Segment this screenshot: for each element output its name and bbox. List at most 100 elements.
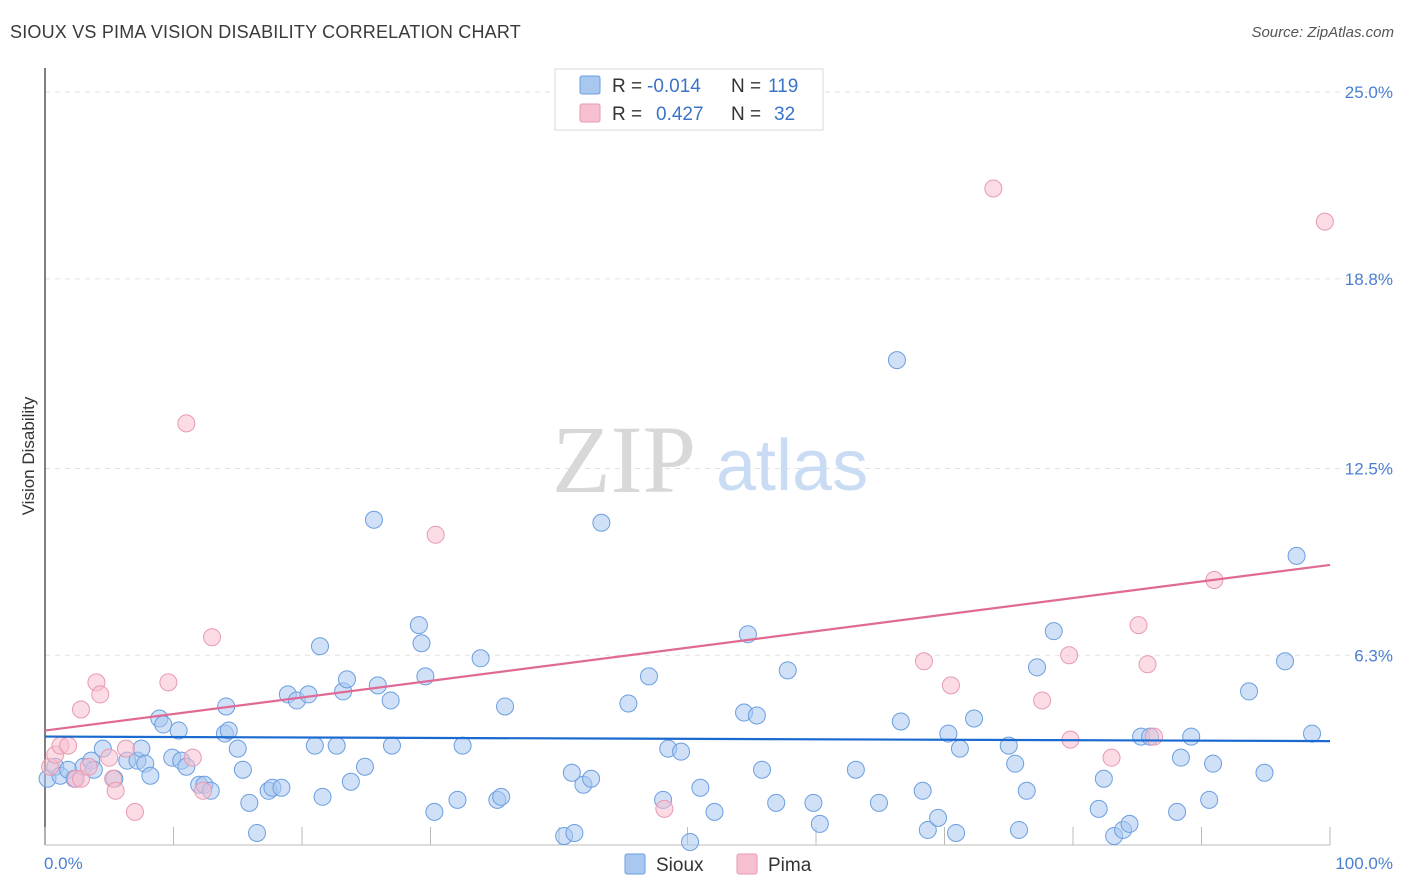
sioux-point-87 (929, 808, 948, 827)
sioux-point-81 (846, 760, 865, 779)
sioux-point-12 (132, 739, 151, 758)
sioux-point-76 (753, 760, 772, 779)
sioux-point-53 (448, 790, 467, 809)
sioux-point-57 (492, 787, 511, 806)
pima-r-label: R = (612, 104, 642, 125)
sioux-point-110 (1240, 682, 1259, 701)
sioux-point-65 (619, 694, 638, 713)
sioux-point-64 (592, 513, 611, 532)
sioux-point-107 (1182, 727, 1201, 746)
sioux-point-43 (341, 772, 360, 791)
sioux-point-46 (368, 676, 387, 695)
sioux-point-44 (355, 757, 374, 776)
sioux-point-82 (869, 793, 888, 812)
y-tick-label-3: 25.0% (1345, 83, 1393, 102)
watermark: ZIP atlas (552, 406, 868, 513)
pima-point-22 (914, 652, 933, 671)
pima-point-7 (79, 757, 98, 776)
pima-point-13 (116, 739, 135, 758)
sioux-point-48 (381, 691, 400, 710)
sioux-point-45 (364, 510, 383, 529)
sioux-point-63 (582, 769, 601, 788)
sioux-point-30 (248, 823, 267, 842)
sioux-point-69 (672, 742, 691, 761)
sioux-point-96 (1028, 658, 1047, 677)
sioux-point-83 (887, 351, 906, 370)
sioux-point-55 (471, 649, 490, 668)
sioux-point-52 (425, 802, 444, 821)
y-tick-labels: 6.3% 12.5% 18.8% 25.0% (1345, 83, 1393, 665)
pima-point-31 (1144, 727, 1163, 746)
sioux-point-29 (240, 793, 259, 812)
pima-n-label: N = (731, 104, 761, 125)
pima-r-value: 0.427 (656, 104, 704, 125)
sioux-point-54 (453, 736, 472, 755)
sioux-point-77 (767, 793, 786, 812)
pima-swatch (579, 103, 601, 123)
sioux-point-26 (219, 721, 238, 740)
sioux-point-86 (918, 820, 937, 839)
sioux-point-102 (1120, 814, 1139, 833)
pima-point-28 (1102, 748, 1121, 767)
pima-point-23 (984, 179, 1003, 198)
sioux-point-91 (965, 709, 984, 728)
sioux-point-78 (778, 661, 797, 680)
sioux-point-38 (310, 637, 329, 656)
sioux-point-50 (412, 634, 431, 653)
pima-point-16 (177, 414, 196, 433)
watermark-atlas: atlas (716, 426, 868, 506)
sioux-points (38, 351, 1322, 851)
pima-trend-line (44, 563, 1331, 732)
sioux-point-93 (1006, 754, 1025, 773)
sioux-point-105 (1168, 802, 1187, 821)
sioux-point-114 (1303, 724, 1322, 743)
pima-point-15 (159, 673, 178, 692)
stats-legend: R = -0.014 N = 119 R = 0.427 N = 32 (554, 68, 824, 131)
sioux-point-18 (169, 721, 188, 740)
sioux-point-95 (1017, 781, 1036, 800)
watermark-zip: ZIP (552, 406, 696, 513)
pima-n-value: 32 (774, 104, 795, 125)
sioux-point-106 (1171, 748, 1190, 767)
sioux-point-47 (382, 736, 401, 755)
x-tick-label-max: 100.0% (1335, 854, 1393, 873)
sioux-point-16 (154, 715, 173, 734)
pima-point-14 (125, 802, 144, 821)
sioux-n-label: N = (731, 76, 761, 97)
sioux-point-88 (939, 724, 958, 743)
sioux-point-72 (705, 802, 724, 821)
legend-sioux-swatch (624, 853, 646, 875)
sioux-point-85 (913, 781, 932, 800)
sioux-point-28 (233, 760, 252, 779)
sioux-trend-line (44, 735, 1331, 743)
pima-point-6 (71, 700, 90, 719)
sioux-point-39 (313, 787, 332, 806)
sioux-point-98 (1089, 799, 1108, 818)
sioux-point-92 (999, 736, 1018, 755)
pima-points (41, 179, 1334, 821)
pima-point-21 (655, 799, 674, 818)
pima-point-30 (1138, 655, 1157, 674)
legend-pima-swatch (736, 853, 758, 875)
sioux-point-109 (1204, 754, 1223, 773)
sioux-point-97 (1044, 622, 1063, 641)
sioux-point-112 (1276, 652, 1295, 671)
sioux-point-89 (947, 823, 966, 842)
pima-point-17 (183, 748, 202, 767)
pima-point-9 (91, 685, 110, 704)
legend-sioux-label: Sioux (656, 855, 704, 876)
pima-point-29 (1129, 616, 1148, 635)
sioux-point-80 (810, 814, 829, 833)
sioux-point-71 (691, 778, 710, 797)
x-tick-label-min: 0.0% (44, 854, 83, 873)
sioux-point-94 (1010, 820, 1029, 839)
y-tick-label-0: 6.3% (1354, 646, 1393, 665)
y-tick-label-2: 18.8% (1345, 270, 1393, 289)
sioux-point-75 (747, 706, 766, 725)
sioux-point-60 (562, 763, 581, 782)
pima-point-19 (203, 628, 222, 647)
pima-point-25 (1033, 691, 1052, 710)
y-axis-title: Vision Disability (19, 396, 38, 515)
y-tick-label-1: 12.5% (1345, 460, 1393, 479)
